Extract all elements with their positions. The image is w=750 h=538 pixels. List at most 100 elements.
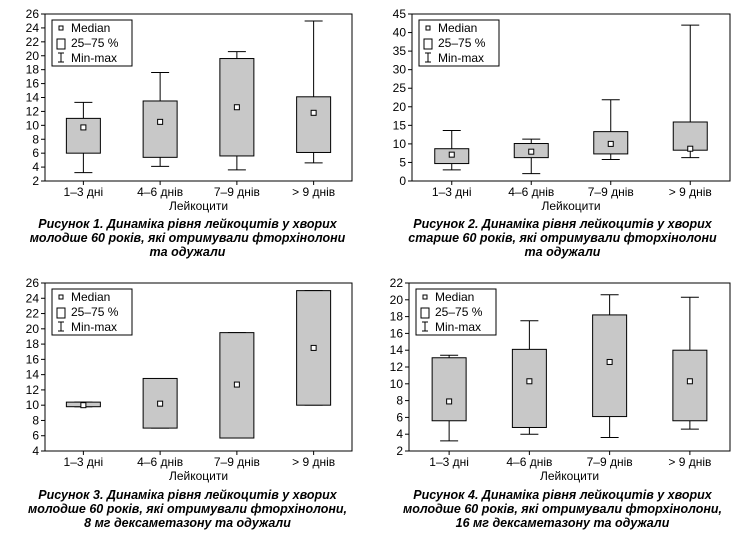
iqr-box — [672, 121, 708, 151]
y-tick-label: 15 — [393, 118, 407, 132]
y-tick-label: 18 — [26, 337, 40, 351]
x-tick-label: 7–9 днів — [214, 185, 260, 199]
median-marker — [157, 118, 164, 125]
y-tick-label: 20 — [26, 49, 40, 63]
x-axis-label: Лейкоцити — [541, 199, 600, 213]
legend-iqr-icon — [56, 38, 66, 50]
x-axis-label: Лейкоцити — [169, 469, 228, 483]
legend-label: 25–75 % — [71, 36, 119, 50]
figure-4-caption: Рисунок 4. Динаміка рівня лейкоцитів у х… — [375, 488, 750, 530]
y-tick-label: 2 — [32, 174, 39, 188]
y-tick-label: 5 — [399, 155, 406, 169]
x-axis-label: Лейкоцити — [169, 199, 228, 213]
x-tick-label: 1–3 дні — [64, 185, 104, 199]
y-tick-label: 10 — [393, 137, 407, 151]
x-tick-label: 4–6 днів — [137, 455, 183, 469]
y-tick-label: 18 — [26, 63, 40, 77]
y-tick-label: 8 — [396, 394, 403, 408]
median-marker — [687, 145, 694, 152]
x-tick-label: 1–3 дні — [64, 455, 104, 469]
y-tick-label: 4 — [32, 160, 39, 174]
legend-label: 25–75 % — [438, 36, 486, 50]
figure-2: 0 5 10 15 20 25 30 35 40 45 1–3 дні 4–6 днів 7–9 дні… — [375, 0, 750, 269]
y-tick-label: 22 — [26, 307, 40, 321]
caption-line: молодше 60 років, які отримували фторхін… — [402, 502, 723, 516]
y-tick-label: 20 — [26, 322, 40, 336]
box-chart-2: 0 5 10 15 20 25 30 35 40 45 1–3 дні 4–6 днів 7–9 дні… — [393, 7, 731, 213]
x-tick-label: 1–3 дні — [429, 455, 469, 469]
y-tick-label: 18 — [390, 310, 404, 324]
legend-median-icon — [58, 294, 64, 300]
caption-line: Рисунок 4. Динаміка рівня лейкоцитів у х… — [413, 488, 712, 502]
median-marker — [446, 398, 453, 405]
y-tick-label: 22 — [26, 35, 40, 49]
y-tick-label: 45 — [393, 7, 407, 21]
legend-iqr-icon — [56, 307, 66, 319]
iqr-box — [431, 357, 467, 422]
y-tick-label: 12 — [26, 383, 40, 397]
median-marker — [233, 104, 240, 111]
y-tick-label: 26 — [26, 7, 40, 21]
iqr-box — [672, 349, 708, 422]
caption-line: Рисунок 1. Динаміка рівня лейкоцитів у х… — [38, 217, 337, 231]
y-tick-label: 24 — [26, 21, 40, 35]
y-tick-label: 16 — [26, 77, 40, 91]
median-marker — [526, 378, 533, 385]
legend-label: Min-max — [71, 51, 117, 65]
x-tick-label: > 9 днів — [292, 185, 335, 199]
y-tick-label: 14 — [390, 343, 404, 357]
caption-line: старше 60 років, які отримували фторхіно… — [408, 231, 717, 245]
y-tick-label: 24 — [26, 291, 40, 305]
x-tick-label: 4–6 днів — [137, 185, 183, 199]
y-tick-label: 10 — [26, 118, 40, 132]
iqr-box — [65, 117, 101, 154]
caption-line: та одужали — [524, 245, 601, 259]
y-tick-label: 40 — [393, 26, 407, 40]
median-marker — [157, 400, 164, 407]
legend-label: Median — [71, 21, 110, 35]
legend-iqr-icon — [420, 307, 430, 319]
y-tick-label: 6 — [32, 146, 39, 160]
x-tick-label: 7–9 днів — [214, 455, 260, 469]
figure-2-caption: Рисунок 2. Динаміка рівня лейкоцитів у х… — [375, 217, 750, 259]
y-tick-label: 6 — [32, 429, 39, 443]
caption-line: Рисунок 2. Динаміка рівня лейкоцитів у х… — [413, 217, 712, 231]
legend-label: Median — [71, 290, 110, 304]
legend-label: 25–75 % — [435, 305, 483, 319]
median-marker — [80, 402, 87, 409]
y-tick-label: 14 — [26, 368, 40, 382]
figure-1-caption: Рисунок 1. Динаміка рівня лейкоцитів у х… — [0, 217, 375, 259]
y-tick-label: 14 — [26, 91, 40, 105]
y-tick-label: 10 — [390, 377, 404, 391]
x-tick-label: > 9 днів — [669, 185, 712, 199]
x-tick-label: 1–3 дні — [432, 185, 472, 199]
iqr-box — [296, 96, 332, 153]
legend-label: Min-max — [435, 320, 481, 334]
x-tick-label: 4–6 днів — [508, 185, 554, 199]
median-marker — [310, 344, 317, 351]
legend-label: Median — [438, 21, 477, 35]
median-marker — [606, 358, 613, 365]
iqr-box — [511, 348, 547, 428]
box-chart-4: 2 4 6 8 10 12 14 16 18 20 22 1–3 дні 4–6 днів 7–9 дні… — [390, 276, 731, 483]
caption-line: 16 мг дексаметазону та одужали — [455, 516, 670, 530]
x-tick-label: > 9 днів — [292, 455, 335, 469]
y-tick-label: 35 — [393, 44, 407, 58]
legend-median-icon — [58, 25, 64, 31]
y-tick-label: 12 — [26, 104, 40, 118]
y-tick-label: 4 — [32, 444, 39, 458]
caption-line: молодше 60 років, які отримували фторхін… — [27, 502, 348, 516]
median-marker — [310, 109, 317, 116]
legend-label: Median — [435, 290, 474, 304]
legend-label: Min-max — [71, 320, 117, 334]
figure-4: 2 4 6 8 10 12 14 16 18 20 22 1–3 дні 4–6 днів 7–9 дні… — [375, 269, 750, 538]
y-tick-label: 20 — [393, 100, 407, 114]
y-tick-label: 16 — [26, 352, 40, 366]
x-tick-label: 4–6 днів — [506, 455, 552, 469]
median-marker — [80, 124, 87, 131]
median-marker — [607, 140, 614, 147]
legend-iqr-icon — [423, 38, 433, 50]
y-tick-label: 16 — [390, 326, 404, 340]
